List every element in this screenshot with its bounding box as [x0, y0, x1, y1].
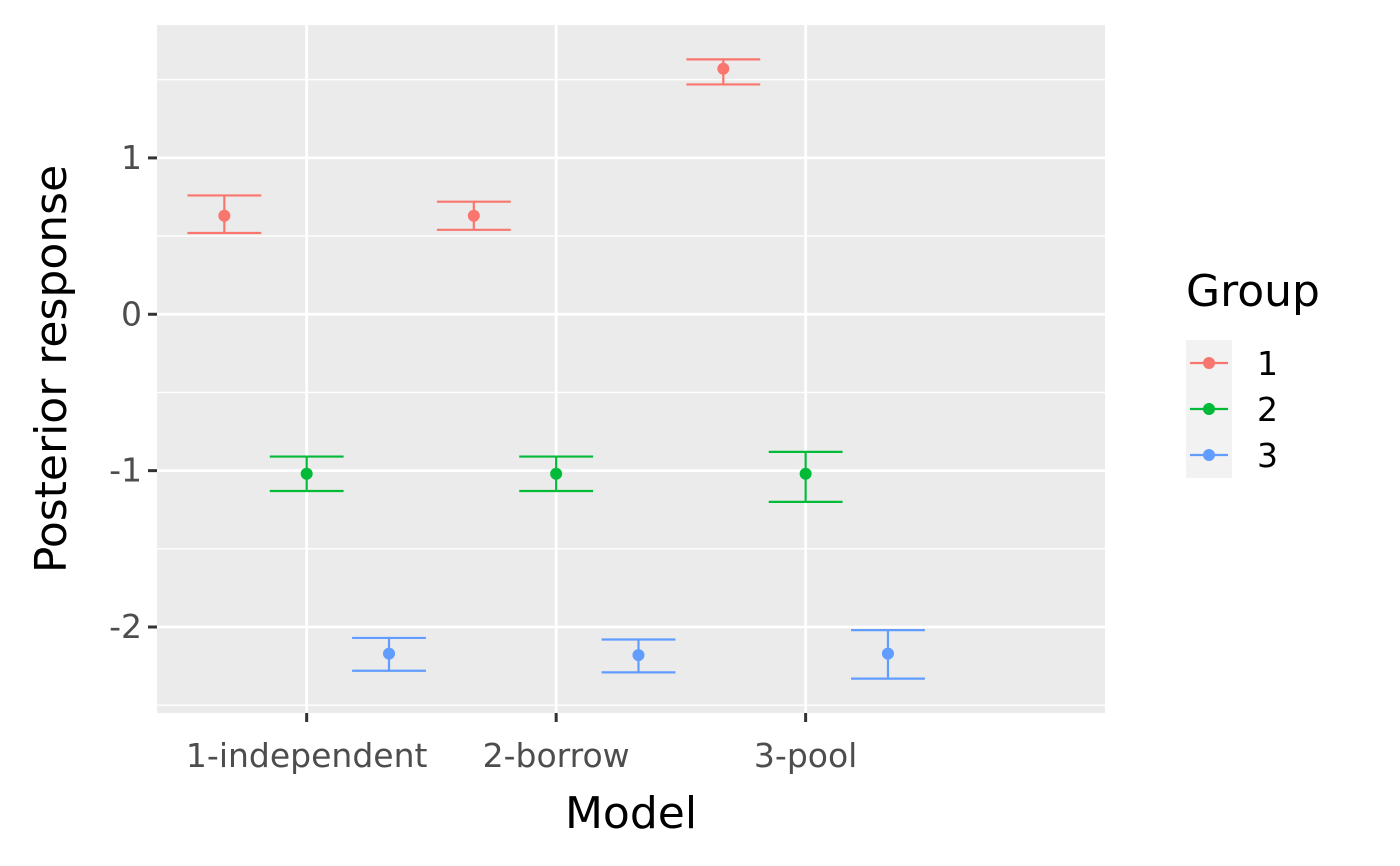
- data-point: [632, 649, 645, 662]
- legend-key-point: [1203, 449, 1215, 461]
- y-tick-label: 1: [121, 138, 142, 177]
- x-tick-label: 3-pool: [754, 736, 857, 775]
- y-tick-label: 0: [121, 294, 142, 333]
- legend-item-3: 3: [1190, 436, 1278, 475]
- legend-keys: 1 2 3: [1190, 344, 1278, 475]
- x-axis: 1-independent 2-borrow 3-pool: [186, 713, 857, 775]
- y-tick-label: -2: [109, 607, 142, 646]
- data-point: [717, 62, 730, 75]
- legend-key-point: [1203, 357, 1215, 369]
- x-tick-label: 2-borrow: [483, 736, 630, 775]
- series-layer: [187, 58, 925, 680]
- x-axis-title: Model: [565, 788, 697, 839]
- grid-major: [157, 25, 1105, 713]
- data-point: [881, 647, 894, 660]
- grid-minor: [157, 79, 1105, 706]
- data-point: [383, 647, 396, 660]
- legend-item-2: 2: [1190, 390, 1278, 429]
- data-point: [218, 209, 231, 222]
- y-tick-label: -1: [109, 451, 142, 490]
- legend-label: 1: [1257, 344, 1278, 383]
- legend-title: Group: [1186, 266, 1320, 317]
- series-1: [187, 58, 761, 235]
- data-point: [300, 467, 313, 480]
- legend-label: 3: [1257, 436, 1278, 475]
- data-point: [550, 467, 563, 480]
- data-point: [467, 209, 480, 222]
- plot-panel: [157, 25, 1105, 713]
- legend: Group 1 2 3: [1186, 266, 1320, 478]
- series-2: [269, 450, 843, 504]
- legend-key-point: [1203, 403, 1215, 415]
- series-3: [352, 629, 925, 680]
- x-tick-label: 1-independent: [186, 736, 428, 775]
- y-axis-title: Posterior response: [26, 165, 77, 573]
- data-point: [799, 467, 812, 480]
- legend-label: 2: [1257, 390, 1278, 429]
- legend-item-1: 1: [1190, 344, 1278, 383]
- y-axis: -2 -1 0 1: [109, 138, 157, 646]
